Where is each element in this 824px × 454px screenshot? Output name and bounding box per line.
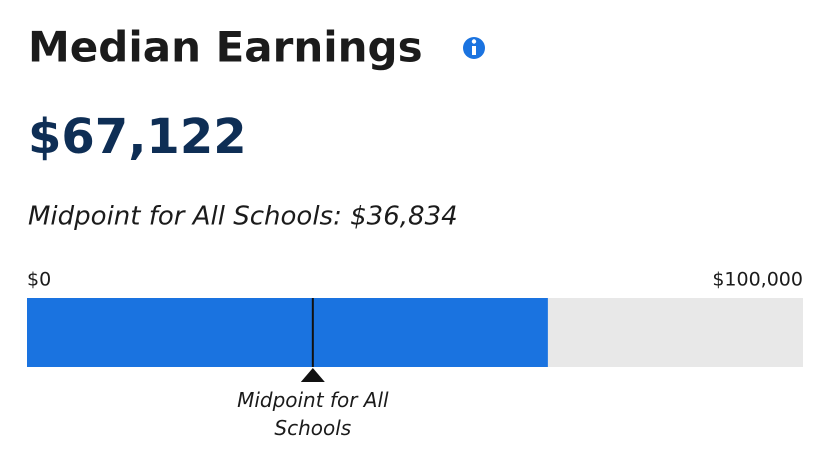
bar (27, 298, 548, 367)
reference-label: Midpoint for All Schools (237, 388, 389, 440)
reference-marker (300, 368, 325, 382)
info-icon[interactable] (463, 37, 485, 59)
value-label: $67,122 (28, 109, 247, 165)
x-tick-label: $100,000 (712, 269, 803, 291)
subtitle: Midpoint for All Schools: $36,834 (28, 202, 458, 232)
chart-title: Median Earnings (28, 23, 423, 72)
x-tick-label: $0 (27, 269, 51, 291)
